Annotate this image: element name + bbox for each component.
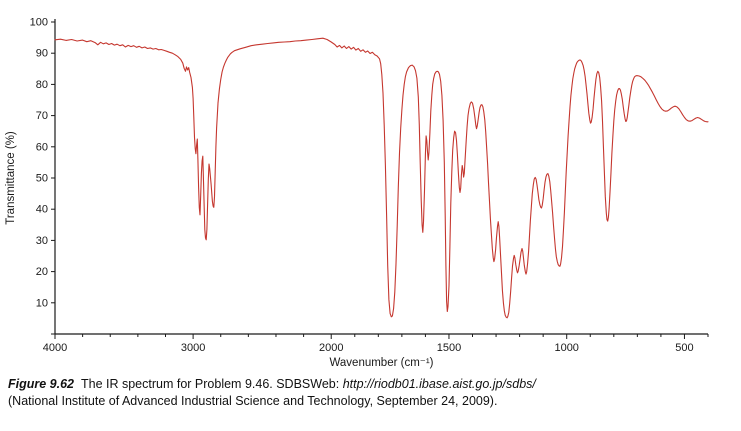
y-tick-label: 20: [36, 266, 48, 278]
x-axis-label: Wavenumber (cm⁻¹): [329, 357, 433, 369]
y-tick-label: 80: [36, 79, 48, 91]
x-tick-label: 2000: [319, 342, 343, 354]
caption-text: The IR spectrum for Problem 9.46. SDBSWe…: [81, 377, 343, 391]
x-tick-label: 3000: [181, 342, 205, 354]
y-axis-label: Transmittance (%): [5, 131, 17, 225]
x-tick-label: 500: [675, 342, 693, 354]
x-tick-label: 1000: [554, 342, 578, 354]
ir-spectrum-chart: 100 90 80 70 60 50 40 30 20 10 4000 3000 2000 1500 100…: [5, 17, 709, 369]
y-tick-label: 40: [36, 204, 48, 216]
caption-line1: Figure 9.62 The IR spectrum for Problem 9…: [8, 376, 727, 393]
y-tick-label: 70: [36, 110, 48, 122]
y-tick-label: 50: [36, 173, 48, 185]
y-tick-label: 90: [36, 48, 48, 60]
y-tick-label: 60: [36, 141, 48, 153]
spectrum-trace: [54, 37, 709, 319]
y-tick-label: 10: [36, 297, 48, 309]
caption-url: http://riodb01.ibase.aist.go.jp/sdbs/: [342, 377, 536, 391]
x-tick-label: 1500: [437, 342, 461, 354]
x-tick-label: 4000: [43, 342, 67, 354]
figure-label: Figure 9.62: [8, 377, 74, 391]
y-tick-label: 100: [30, 17, 48, 29]
caption-line2: (National Institute of Advanced Industri…: [8, 393, 498, 408]
y-tick-label: 30: [36, 235, 48, 247]
figure-caption: Figure 9.62 The IR spectrum for Problem 9…: [0, 372, 741, 409]
